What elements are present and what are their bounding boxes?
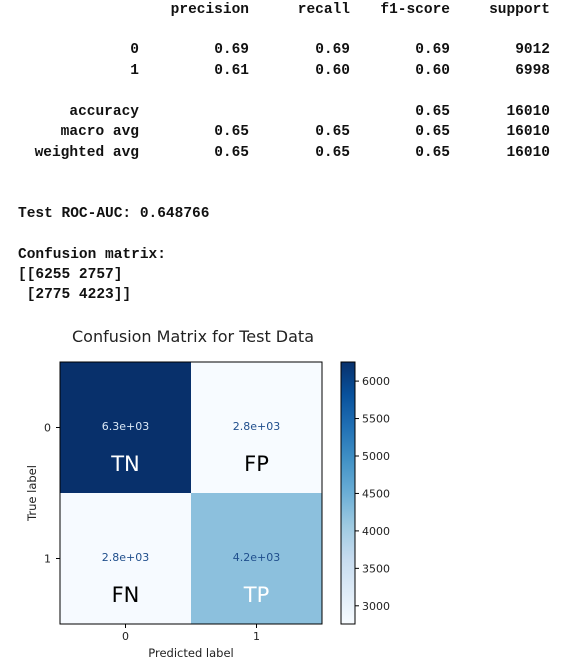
cm-cell-1-1: [191, 493, 322, 624]
cm-cell-1-0: [60, 493, 191, 624]
colorbar: [340, 361, 356, 625]
cm-cell-tag: FN: [112, 583, 140, 607]
cm-cell-value: 2.8e+03: [102, 551, 149, 564]
row-f1-score: 0.60: [415, 63, 450, 79]
row-recall: 0.69: [315, 42, 350, 58]
row-precision: 0.69: [214, 42, 249, 58]
cm-cell-0-1: [191, 362, 322, 493]
confusion-matrix-line-1: [[6255 2757]: [18, 267, 123, 283]
header-f1-score: f1-score: [380, 2, 450, 18]
colorbar-tick-label: 5000: [362, 450, 390, 463]
y-tick-label: 1: [44, 553, 51, 566]
row-label: macro avg: [60, 124, 139, 140]
report-row-class-0: 0 0.69 0.69 0.69 9012: [0, 42, 572, 60]
row-f1-score: 0.69: [415, 42, 450, 58]
row-label: accuracy: [69, 104, 139, 120]
row-f1-score: 0.65: [415, 124, 450, 140]
report-row-accuracy: accuracy 0.65 16010: [0, 104, 572, 122]
x-tick-label: 0: [122, 630, 129, 643]
colorbar-tick-label: 4000: [362, 525, 390, 538]
row-precision: 0.65: [214, 124, 249, 140]
report-row-macro-avg: macro avg 0.65 0.65 0.65 16010: [0, 124, 572, 142]
row-f1-score: 0.65: [415, 104, 450, 120]
cm-cell-tag: FP: [244, 452, 269, 476]
row-f1-score: 0.65: [415, 145, 450, 161]
report-row-weighted-avg: weighted avg 0.65 0.65 0.65 16010: [0, 145, 572, 163]
cm-cell-value: 4.2e+03: [233, 551, 280, 564]
row-recall: 0.65: [315, 145, 350, 161]
row-precision: 0.65: [214, 145, 249, 161]
colorbar-tick-label: 3000: [362, 600, 390, 613]
row-label: 0: [130, 42, 139, 58]
header-recall: recall: [297, 2, 350, 18]
row-support: 16010: [506, 124, 550, 140]
chart-title: Confusion Matrix for Test Data: [72, 327, 314, 346]
y-tick-label: 0: [44, 422, 51, 435]
row-recall: 0.60: [315, 63, 350, 79]
row-label: weighted avg: [34, 145, 139, 161]
cm-cell-tag: TP: [243, 583, 270, 607]
cm-cell-tag: TN: [110, 452, 140, 476]
cm-cell-0-0: [60, 362, 191, 493]
row-precision: 0.61: [214, 63, 249, 79]
header-precision: precision: [170, 2, 249, 18]
plot-frame: [59, 361, 323, 625]
cm-cell-value: 6.3e+03: [102, 420, 149, 433]
header-support: support: [489, 2, 550, 18]
row-support: 9012: [515, 42, 550, 58]
row-recall: 0.65: [315, 124, 350, 140]
roc-auc-line: Test ROC-AUC: 0.648766: [18, 206, 210, 222]
x-axis-label: Predicted label: [148, 646, 233, 660]
colorbar-tick-label: 4500: [362, 487, 390, 500]
row-label: 1: [130, 63, 139, 79]
colorbar-tick-label: 5500: [362, 413, 390, 426]
cm-cell-value: 2.8e+03: [233, 420, 280, 433]
row-support: 16010: [506, 145, 550, 161]
confusion-matrix-heading: Confusion matrix:: [18, 247, 166, 263]
confusion-matrix-line-2: [2775 4223]]: [18, 287, 132, 303]
colorbar-tick-label: 3500: [362, 562, 390, 575]
report-header-row: precision recall f1-score support: [0, 2, 572, 20]
x-tick-label: 1: [253, 630, 260, 643]
y-axis-label: True label: [25, 465, 39, 522]
colorbar-tick-label: 6000: [362, 375, 390, 388]
row-support: 16010: [506, 104, 550, 120]
row-support: 6998: [515, 63, 550, 79]
report-row-class-1: 1 0.61 0.60 0.60 6998: [0, 63, 572, 81]
